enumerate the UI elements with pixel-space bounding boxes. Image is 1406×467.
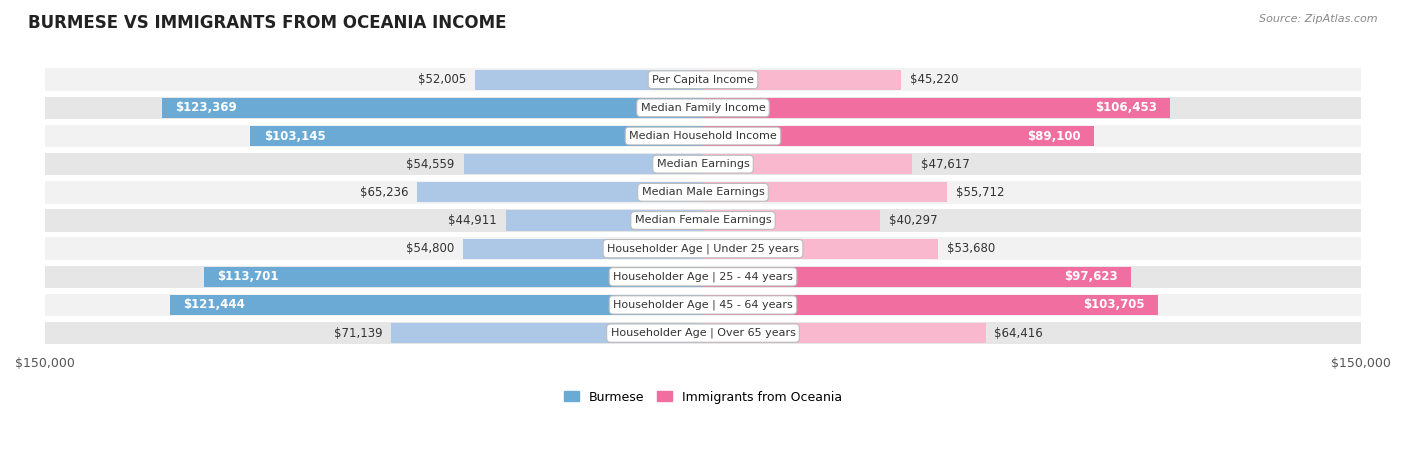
Text: Median Female Earnings: Median Female Earnings [634, 215, 772, 226]
Text: Source: ZipAtlas.com: Source: ZipAtlas.com [1260, 14, 1378, 24]
Bar [703, 70, 901, 90]
Bar [703, 182, 948, 203]
Bar [162, 98, 703, 118]
FancyBboxPatch shape [45, 322, 1361, 344]
Text: Householder Age | Under 25 years: Householder Age | Under 25 years [607, 243, 799, 254]
FancyBboxPatch shape [45, 266, 1361, 288]
Bar [703, 295, 1159, 315]
Text: $54,800: $54,800 [405, 242, 454, 255]
Text: $123,369: $123,369 [174, 101, 236, 114]
Bar [250, 126, 703, 146]
Text: Median Male Earnings: Median Male Earnings [641, 187, 765, 198]
FancyBboxPatch shape [45, 125, 1361, 147]
Text: $71,139: $71,139 [333, 326, 382, 340]
Bar [703, 323, 986, 343]
Bar [204, 267, 703, 287]
Bar [416, 182, 703, 203]
Text: $54,559: $54,559 [406, 158, 456, 170]
Text: Median Earnings: Median Earnings [657, 159, 749, 169]
FancyBboxPatch shape [45, 209, 1361, 232]
Text: Median Household Income: Median Household Income [628, 131, 778, 141]
Text: $113,701: $113,701 [218, 270, 278, 283]
Text: $52,005: $52,005 [418, 73, 465, 86]
Bar [703, 154, 912, 174]
Bar [170, 295, 703, 315]
Text: Median Family Income: Median Family Income [641, 103, 765, 113]
Legend: Burmese, Immigrants from Oceania: Burmese, Immigrants from Oceania [560, 386, 846, 409]
FancyBboxPatch shape [45, 181, 1361, 204]
FancyBboxPatch shape [45, 69, 1361, 91]
Text: Per Capita Income: Per Capita Income [652, 75, 754, 85]
Bar [703, 267, 1132, 287]
Text: $45,220: $45,220 [910, 73, 959, 86]
Text: $121,444: $121,444 [183, 298, 245, 311]
Text: $106,453: $106,453 [1095, 101, 1157, 114]
Text: $89,100: $89,100 [1028, 129, 1081, 142]
Bar [475, 70, 703, 90]
Bar [703, 98, 1170, 118]
Bar [703, 239, 938, 259]
Text: BURMESE VS IMMIGRANTS FROM OCEANIA INCOME: BURMESE VS IMMIGRANTS FROM OCEANIA INCOM… [28, 14, 506, 32]
Text: $103,705: $103,705 [1083, 298, 1144, 311]
Text: $64,416: $64,416 [994, 326, 1043, 340]
Text: $55,712: $55,712 [956, 186, 1005, 199]
Bar [464, 154, 703, 174]
FancyBboxPatch shape [45, 153, 1361, 176]
Text: $47,617: $47,617 [921, 158, 969, 170]
Bar [391, 323, 703, 343]
Text: Householder Age | 25 - 44 years: Householder Age | 25 - 44 years [613, 271, 793, 282]
FancyBboxPatch shape [45, 97, 1361, 119]
Text: $40,297: $40,297 [889, 214, 938, 227]
Text: $44,911: $44,911 [449, 214, 498, 227]
Bar [463, 239, 703, 259]
Text: $97,623: $97,623 [1064, 270, 1118, 283]
Text: Householder Age | Over 65 years: Householder Age | Over 65 years [610, 328, 796, 339]
Bar [703, 210, 880, 231]
Text: $103,145: $103,145 [264, 129, 325, 142]
FancyBboxPatch shape [45, 237, 1361, 260]
Text: $53,680: $53,680 [948, 242, 995, 255]
Text: Householder Age | 45 - 64 years: Householder Age | 45 - 64 years [613, 300, 793, 310]
FancyBboxPatch shape [45, 294, 1361, 316]
Bar [703, 126, 1094, 146]
Bar [506, 210, 703, 231]
Text: $65,236: $65,236 [360, 186, 408, 199]
